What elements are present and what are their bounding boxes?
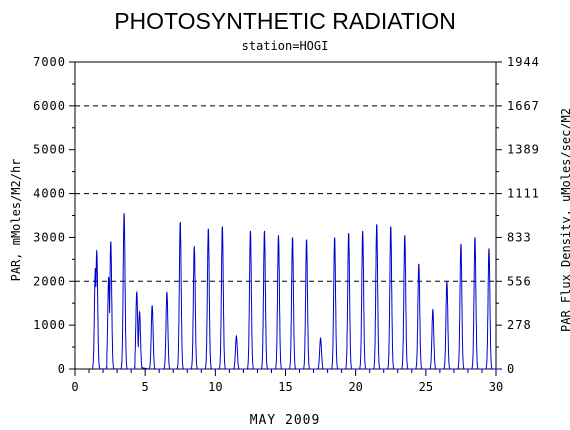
- y-tick-label-left: 0: [58, 362, 66, 376]
- y-tick-label-right: 1389: [507, 143, 540, 157]
- y-tick-label-left: 7000: [33, 55, 66, 69]
- x-axis-label: MAY 2009: [250, 413, 321, 428]
- y-tick-label-left: 2000: [33, 274, 66, 288]
- y-tick-label-left: 6000: [33, 99, 66, 113]
- chart-subtitle: station=HOGI: [242, 39, 329, 53]
- y-axis-left: 0 1000 2000 3000 4000 5000 6000 7000: [33, 55, 75, 376]
- y-axis-label-right: PAR Flux Density, uMoles/sec/M2: [559, 108, 570, 332]
- y-tick-label-right: 1944: [507, 55, 540, 69]
- y-axis-label-left: PAR, mMoles/M2/hr: [9, 159, 23, 282]
- x-tick-label: 30: [489, 380, 503, 394]
- y-tick-label-left: 5000: [33, 143, 66, 157]
- y-tick-label-right: 1111: [507, 187, 540, 201]
- y-tick-label-right: 0: [507, 362, 515, 376]
- grid-lines: [75, 105, 496, 282]
- y-axis-right: 0 278 556 833 1111 1389 1667 1944: [496, 55, 540, 376]
- x-tick-label: 15: [278, 380, 292, 394]
- y-tick-label-right: 833: [507, 230, 532, 244]
- y-tick-label-right: 1667: [507, 99, 540, 113]
- x-tick-label: 5: [142, 380, 149, 394]
- y-tick-label-right: 556: [507, 274, 532, 288]
- chart-title: PHOTOSYNTHETIC RADIATION: [114, 8, 456, 34]
- x-tick-label: 0: [71, 380, 78, 394]
- y-tick-label-left: 4000: [33, 187, 66, 201]
- y-tick-label-left: 3000: [33, 230, 66, 244]
- y-tick-label-right: 278: [507, 318, 532, 332]
- x-tick-label: 25: [419, 380, 433, 394]
- x-tick-label: 20: [348, 380, 362, 394]
- y-tick-label-left: 1000: [33, 318, 66, 332]
- par-series-line: [91, 213, 500, 370]
- x-tick-label: 10: [208, 380, 222, 394]
- x-axis: 0 5 10 15 20 25 30: [71, 369, 503, 394]
